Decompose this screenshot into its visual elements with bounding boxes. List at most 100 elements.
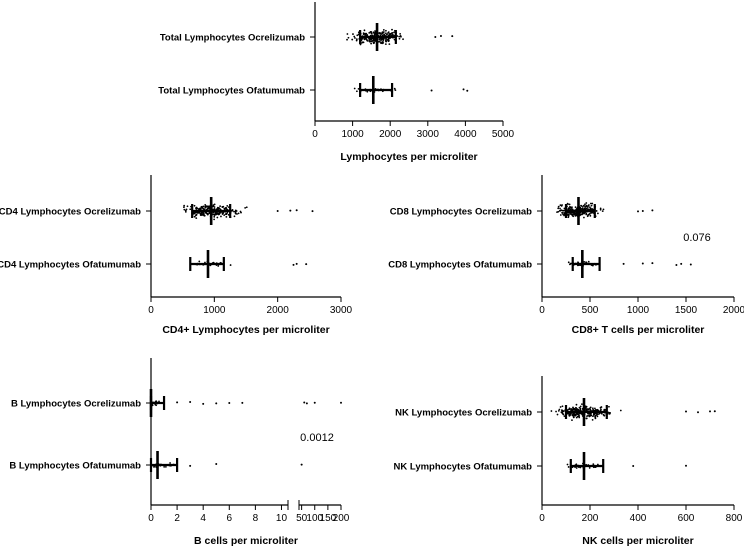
outlier-point xyxy=(622,262,625,265)
outlier-point xyxy=(689,263,692,266)
data-point xyxy=(163,465,166,468)
data-point xyxy=(387,31,390,34)
data-point xyxy=(569,206,572,209)
data-point xyxy=(378,38,381,41)
x-tick-label: 150 xyxy=(320,513,337,524)
data-point xyxy=(600,412,603,415)
data-point xyxy=(198,207,201,210)
data-point xyxy=(595,210,598,212)
data-point xyxy=(198,260,201,263)
data-point xyxy=(567,203,569,206)
data-point xyxy=(588,467,591,469)
data-point xyxy=(568,408,571,411)
data-point xyxy=(594,415,596,418)
x-tick-label: 600 xyxy=(678,513,695,524)
data-point xyxy=(400,35,402,38)
data-point xyxy=(585,202,588,204)
data-point xyxy=(217,265,220,267)
x-tick-label: 0 xyxy=(148,513,154,524)
x-tick-label: 0 xyxy=(539,513,545,524)
data-point xyxy=(347,36,350,39)
data-point xyxy=(575,212,578,215)
data-point xyxy=(594,417,597,420)
data-point xyxy=(206,208,209,211)
x-tick-label: 1000 xyxy=(627,305,650,316)
category-label: NK Lymphocytes Ofatumumab xyxy=(394,462,533,473)
data-point xyxy=(568,211,571,214)
data-point xyxy=(580,207,583,210)
data-point xyxy=(583,261,586,263)
data-point xyxy=(233,215,236,218)
data-point xyxy=(599,208,602,211)
data-point xyxy=(356,34,359,37)
data-point xyxy=(183,206,185,209)
data-point xyxy=(590,204,593,207)
data-point xyxy=(359,43,362,46)
data-point xyxy=(221,206,224,208)
data-point xyxy=(568,203,571,206)
data-point xyxy=(202,213,204,216)
data-point xyxy=(202,205,205,208)
outlier-point xyxy=(228,402,231,404)
data-point xyxy=(212,213,214,216)
data-point xyxy=(572,406,574,409)
data-point xyxy=(393,87,396,90)
outlier-point xyxy=(451,35,454,38)
x-tick-label: 5000 xyxy=(492,129,515,140)
data-point xyxy=(369,40,371,43)
data-point xyxy=(578,412,580,415)
outlier-point xyxy=(685,410,687,413)
outlier-point xyxy=(340,401,342,404)
outlier-point xyxy=(292,263,295,266)
x-tick-label: 500 xyxy=(582,305,599,316)
data-point xyxy=(379,32,382,35)
data-point xyxy=(589,406,592,409)
data-point xyxy=(354,37,356,39)
data-point xyxy=(389,33,392,36)
data-point xyxy=(384,32,387,35)
data-point xyxy=(205,212,208,215)
data-point xyxy=(559,214,562,216)
data-point xyxy=(193,215,196,218)
data-point xyxy=(589,206,591,209)
data-point xyxy=(609,412,612,414)
x-tick-label: 2000 xyxy=(723,305,744,316)
data-point xyxy=(229,264,232,266)
data-point xyxy=(561,405,564,408)
data-point xyxy=(597,212,599,215)
data-point xyxy=(592,463,595,466)
data-point xyxy=(585,417,588,420)
data-point xyxy=(216,207,219,210)
data-point xyxy=(602,208,605,211)
data-point xyxy=(563,415,566,418)
data-point xyxy=(244,207,247,209)
x-axis-label: NK cells per microliter xyxy=(582,535,693,547)
outlier-point xyxy=(189,401,192,404)
data-point xyxy=(567,216,570,219)
data-point xyxy=(398,37,401,40)
outlier-point xyxy=(466,89,469,92)
data-point xyxy=(584,203,586,206)
data-point xyxy=(218,212,221,215)
data-point xyxy=(366,33,369,36)
data-point xyxy=(183,208,186,211)
data-point xyxy=(576,408,579,411)
data-point xyxy=(591,418,594,421)
data-point xyxy=(561,211,564,214)
outlier-point xyxy=(651,262,654,265)
data-point xyxy=(559,204,562,207)
outlier-point xyxy=(305,263,308,266)
data-point xyxy=(223,207,226,210)
data-point xyxy=(368,38,371,41)
data-point xyxy=(572,416,575,419)
data-point xyxy=(391,31,394,34)
data-point xyxy=(570,408,572,411)
data-point xyxy=(200,211,203,214)
data-point xyxy=(575,214,578,217)
p-value-annotation: 0.076 xyxy=(683,232,711,244)
data-point xyxy=(363,29,366,32)
data-point xyxy=(233,210,235,213)
data-point xyxy=(596,415,599,418)
data-point xyxy=(387,38,390,41)
x-tick-label: 100 xyxy=(306,513,323,524)
